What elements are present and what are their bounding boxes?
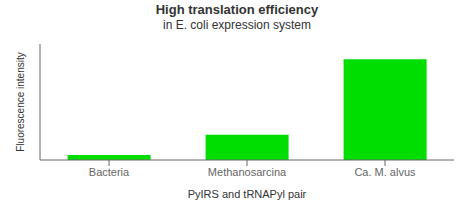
svg-text:PyIRS and tRNAPyl pair: PyIRS and tRNAPyl pair — [188, 188, 307, 200]
html-text:High translation efficiency: High translation efficiency — [155, 2, 319, 17]
html-text:in E. coli expression system: in E. coli expression system — [163, 18, 311, 32]
svg-text:Ca. M. alvus: Ca. M. alvus — [354, 166, 416, 178]
svg-text:Methanosarcina: Methanosarcina — [208, 166, 287, 178]
svg-text:Bacteria: Bacteria — [89, 166, 130, 178]
svg-text:Fluorescence intensity: Fluorescence intensity — [15, 52, 26, 152]
